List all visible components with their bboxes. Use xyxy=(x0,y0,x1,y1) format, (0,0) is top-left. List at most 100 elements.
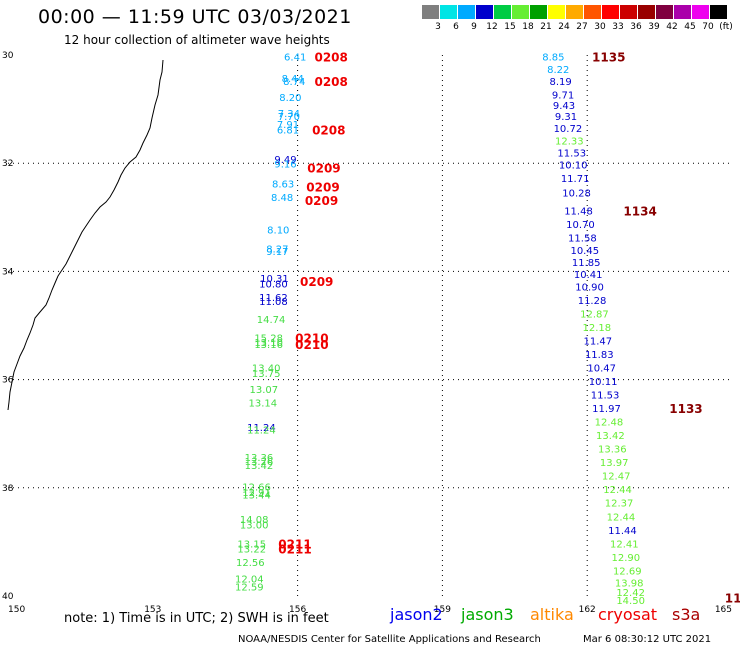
color-swatch xyxy=(512,5,529,19)
swh-value: 8.74 xyxy=(283,77,305,88)
color-swatch xyxy=(530,5,547,19)
swh-value: 13.00 xyxy=(240,520,269,531)
color-swatch xyxy=(422,5,439,19)
swh-value: 11.08 xyxy=(259,297,288,308)
swh-value: 11.24 xyxy=(247,423,276,434)
swh-value: 10.70 xyxy=(566,220,595,231)
swh-value: 10.41 xyxy=(574,270,603,281)
swh-value: 8.20 xyxy=(279,93,301,104)
lat-tick-label: 38 xyxy=(2,484,14,494)
lat-tick-label: 34 xyxy=(2,267,14,277)
color-scale-label: 21 xyxy=(540,22,552,32)
swh-value: 8.19 xyxy=(550,77,572,88)
swh-value: 8.48 xyxy=(271,193,293,204)
swh-value: 15.28 xyxy=(254,334,283,345)
swh-value: 11.85 xyxy=(572,258,601,269)
swh-value: 7.34 xyxy=(278,109,300,120)
swh-value: 13.22 xyxy=(237,545,266,556)
swh-value: 8.44 xyxy=(282,74,304,85)
swh-value: 13.16 xyxy=(254,340,283,351)
swh-value: 13.26 xyxy=(245,457,274,468)
footer-credit: NOAA/NESDIS Center for Satellite Applica… xyxy=(238,634,541,645)
swh-value: 12.47 xyxy=(602,472,631,483)
swh-value: 8.27 xyxy=(266,244,288,255)
swh-value: 12.04 xyxy=(235,574,264,585)
swh-value: 11.97 xyxy=(592,404,621,415)
color-scale-label: 24 xyxy=(558,22,570,32)
color-scale-label: 18 xyxy=(522,22,534,32)
pass-number-label: 0208 xyxy=(312,123,345,137)
lat-tick-label: 40 xyxy=(2,592,14,602)
color-swatch xyxy=(584,5,601,19)
swh-value: 12.90 xyxy=(611,553,640,564)
swh-value: 13.44 xyxy=(242,491,271,502)
swh-value: 12.56 xyxy=(236,558,265,569)
legend-jason2: jason2 xyxy=(390,605,443,624)
swh-value: 13.75 xyxy=(252,369,281,380)
pass-number-label: 0210 xyxy=(295,332,328,346)
color-scale-label: 12 xyxy=(486,22,498,32)
swh-value: 12.44 xyxy=(607,512,636,523)
swh-value: 13.98 xyxy=(615,578,644,589)
color-scale-label: 39 xyxy=(648,22,660,32)
swh-value: 11.48 xyxy=(564,207,593,218)
swh-value: 7.91 xyxy=(277,120,299,131)
swh-value: 12.91 xyxy=(242,488,271,499)
swh-value: 11.53 xyxy=(591,391,620,402)
pass-number-label: 0209 xyxy=(300,275,333,289)
lon-tick-label: 162 xyxy=(579,605,596,615)
color-swatch xyxy=(602,5,619,19)
generated-timestamp: Mar 6 08:30:12 UTC 2021 xyxy=(583,634,712,645)
color-scale-label: 3 xyxy=(435,22,441,32)
swh-value: 13.14 xyxy=(249,399,278,410)
swh-value: 11.58 xyxy=(568,234,597,245)
swh-value: 12.48 xyxy=(595,418,624,429)
lat-tick-label: 32 xyxy=(2,159,13,169)
swh-value: 13.42 xyxy=(596,431,625,442)
swh-value: 12.59 xyxy=(235,583,264,594)
legend-s3a: s3a xyxy=(672,605,701,624)
swh-value: 10.80 xyxy=(259,280,288,291)
color-swatch xyxy=(656,5,673,19)
swh-value: 10.31 xyxy=(260,274,289,285)
swh-value: 14.74 xyxy=(257,315,286,326)
pass-number-label: 0208 xyxy=(314,75,347,89)
swh-value: 13.36 xyxy=(245,453,274,464)
color-scale-label: (ft) xyxy=(719,22,733,32)
lon-tick-label: 153 xyxy=(144,605,161,615)
color-scale-label: 27 xyxy=(576,22,588,32)
color-scale-label: 9 xyxy=(471,22,477,32)
swh-value: 12.66 xyxy=(242,483,271,494)
swh-value: 6.41 xyxy=(284,52,306,63)
lat-tick-label: 36 xyxy=(2,376,14,386)
map-subtitle: 12 hour collection of altimeter wave hei… xyxy=(64,33,330,47)
color-swatch xyxy=(566,5,583,19)
swh-value: 9.71 xyxy=(552,90,574,101)
swh-value: 13.97 xyxy=(600,458,629,469)
lon-tick-label: 156 xyxy=(289,605,306,615)
color-scale-label: 33 xyxy=(612,22,624,32)
swh-value: 11.44 xyxy=(608,526,637,537)
legend-altika: altika xyxy=(530,605,574,624)
swh-value: 11.71 xyxy=(561,174,590,185)
swh-value: 13.07 xyxy=(249,385,278,396)
swh-value: 10.90 xyxy=(575,282,604,293)
lon-tick-label: 150 xyxy=(8,605,25,615)
swh-value: 10.11 xyxy=(589,377,618,388)
swh-value: 9.43 xyxy=(553,101,575,112)
swh-value: 8.85 xyxy=(542,52,564,63)
pass-number-label: 0209 xyxy=(305,194,338,208)
swh-value: 13.15 xyxy=(237,539,266,550)
color-swatch xyxy=(710,5,727,19)
pass-number-label: 0211 xyxy=(278,537,311,551)
pass-number-label: 11 xyxy=(725,591,740,605)
pass-labels: 0208020802080209020902090209021002100211… xyxy=(278,50,740,605)
swh-value: 11.83 xyxy=(585,350,614,361)
axis-labels: 150 153 156 159 162 165 30 32 34 36 38 40 xyxy=(2,51,732,615)
swh-value: 12.69 xyxy=(613,566,642,577)
swh-value: 11.62 xyxy=(259,293,288,304)
color-scale-label: 30 xyxy=(594,22,606,32)
legend-cryosat: cryosat xyxy=(598,605,658,624)
color-swatch xyxy=(440,5,457,19)
swh-value: 9.49 xyxy=(274,155,296,166)
